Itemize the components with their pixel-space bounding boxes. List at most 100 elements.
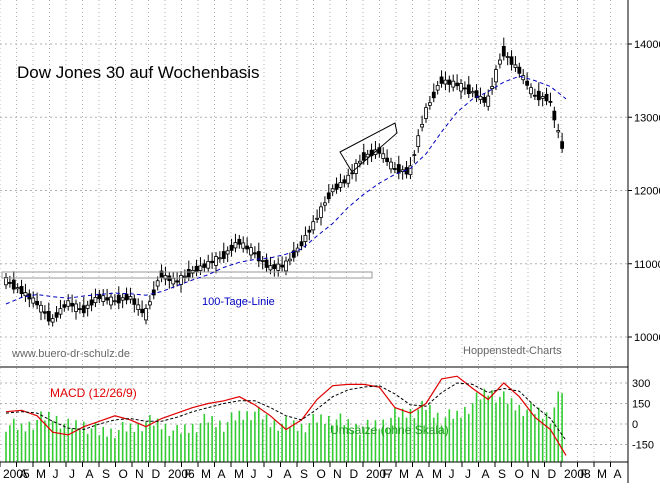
price-candle-body	[424, 107, 428, 119]
volume-bar	[110, 428, 112, 462]
price-candle-body	[202, 263, 207, 268]
time-tick-label: O	[515, 467, 524, 481]
volume-bar	[152, 425, 155, 462]
price-candle-body	[311, 221, 316, 231]
volume-bar	[44, 420, 46, 462]
price-candle-body	[128, 296, 133, 300]
time-tick-label: J	[267, 467, 273, 481]
price-candle-body	[101, 295, 106, 302]
volume-bar	[355, 423, 357, 462]
volume-bar	[199, 423, 202, 462]
price-candle-body	[105, 297, 110, 301]
volume-bar	[285, 416, 287, 462]
price-candle-body	[299, 241, 304, 247]
price-tick-label: 10000	[634, 332, 660, 344]
indicator-tick-label: -150	[632, 440, 654, 452]
price-candle-body	[326, 192, 331, 200]
price-candle-body	[214, 256, 218, 266]
time-tick-label: J	[449, 467, 455, 481]
volume-bars	[5, 388, 563, 462]
price-candle-body	[497, 59, 502, 65]
volume-bar	[257, 406, 260, 462]
volume-bar	[471, 403, 474, 462]
time-tick-label: M	[432, 467, 442, 481]
ma-annotation: 100-Tage-Linie	[202, 296, 275, 308]
price-candle-body	[412, 154, 417, 156]
volume-bar	[359, 434, 361, 462]
volume-bar	[351, 430, 353, 462]
price-candle-body	[319, 206, 323, 218]
time-tick-label: N	[135, 467, 144, 481]
time-tick-label: A	[284, 467, 292, 481]
price-candle-body	[252, 252, 257, 255]
volume-bar	[561, 393, 563, 462]
volume-bar	[479, 399, 482, 462]
volume-bar	[254, 411, 256, 462]
volume-bar	[343, 425, 346, 462]
price-candle-body	[482, 96, 487, 103]
volume-bar	[160, 429, 163, 462]
volume-bar	[94, 422, 97, 462]
volume-bar	[495, 402, 497, 462]
macd-label: MACD (12/26/9)	[50, 386, 137, 400]
volume-bar	[374, 420, 377, 462]
volume-bar	[133, 431, 136, 462]
time-tick-label: 2008	[564, 467, 591, 481]
price-candle-body	[462, 87, 467, 90]
price-candle-body	[210, 260, 215, 264]
price-candle-body	[77, 308, 82, 311]
price-candle-body	[260, 260, 265, 262]
volume-bar	[397, 417, 400, 462]
price-candle-body	[291, 250, 296, 258]
price-candle-body	[268, 265, 273, 271]
price-candle-body	[42, 311, 47, 314]
price-candle-body	[455, 82, 460, 87]
website-label: www.buero-dr-schulz.de	[11, 348, 130, 360]
price-candle-body	[276, 263, 281, 271]
volume-bar	[71, 428, 73, 462]
volume-bar	[242, 419, 245, 462]
volume-bar	[79, 429, 81, 462]
volume-bar	[32, 429, 35, 462]
source-label: Hoppenstedt-Charts	[463, 345, 562, 357]
signal-line	[5, 382, 567, 441]
ma100-line	[5, 75, 567, 305]
volume-bar	[390, 417, 392, 462]
price-candle-body	[536, 90, 541, 101]
volume-bar	[514, 410, 517, 462]
time-tick-label: M	[201, 467, 211, 481]
price-candle-body	[272, 264, 277, 269]
price-candle-body	[342, 179, 347, 184]
volume-bar	[347, 419, 350, 462]
support-box	[1, 271, 373, 279]
volume-bar	[417, 409, 420, 462]
volume-bar	[184, 424, 186, 462]
time-tick-label: F	[185, 467, 192, 481]
price-candle-body	[513, 64, 518, 68]
price-candle-body	[540, 96, 545, 99]
volume-bar	[382, 419, 385, 462]
volume-bar	[47, 411, 50, 462]
price-tick-label: 13000	[634, 112, 660, 124]
volume-bar	[327, 415, 330, 462]
price-candle-body	[19, 286, 24, 294]
price-candle-body	[315, 217, 320, 220]
volume-bar	[63, 423, 66, 462]
volume-bar	[226, 422, 229, 462]
price-candle-body	[89, 299, 94, 306]
volume-bar	[421, 400, 423, 462]
price-candle-body	[560, 141, 565, 149]
price-candle-body	[501, 46, 506, 57]
volume-bar	[149, 415, 151, 462]
volume-bar	[467, 413, 470, 462]
volume-bar	[510, 398, 513, 462]
volume-bar	[370, 428, 373, 462]
price-candle-body	[435, 85, 440, 91]
price-candle-body	[74, 303, 78, 312]
price-candle-body	[241, 242, 246, 249]
volume-bar	[55, 415, 58, 462]
price-candle-body	[120, 297, 125, 301]
price-candle-body	[124, 293, 129, 301]
price-candle-body	[39, 304, 43, 313]
